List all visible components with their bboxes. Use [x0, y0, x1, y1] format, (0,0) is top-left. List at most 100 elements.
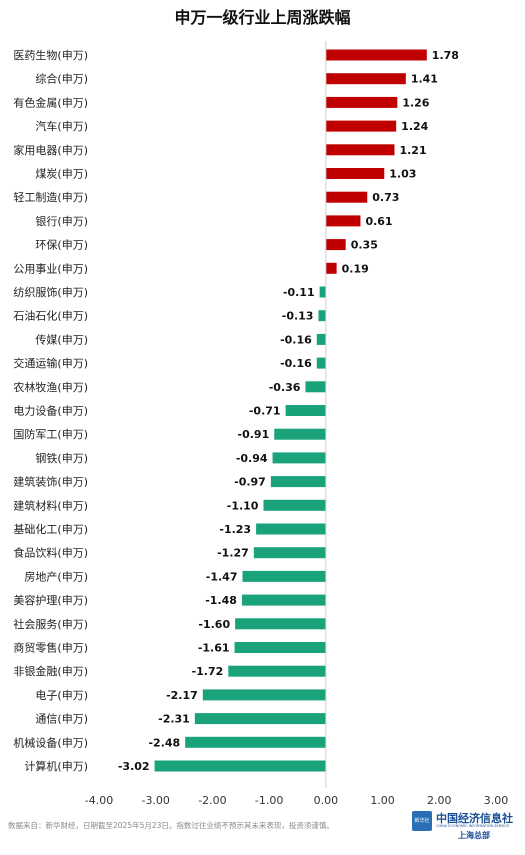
category-label: 公用事业(申万) [13, 262, 88, 275]
bar [305, 381, 326, 393]
value-label: 0.35 [351, 239, 378, 252]
bar [242, 570, 326, 582]
chart-title: 申万一级行业上周涨跌幅 [174, 8, 351, 27]
publisher-logo: 新华社 中国经济信息社 CHINA ECONOMIC INFORMATION S… [412, 808, 524, 842]
value-label: 0.73 [372, 191, 399, 204]
value-label: 1.24 [401, 120, 428, 133]
value-label: 0.19 [342, 262, 369, 275]
value-label: -0.97 [234, 476, 266, 489]
category-label: 计算机(申万) [24, 759, 88, 773]
bar [316, 333, 326, 345]
bar [325, 239, 346, 251]
x-tick-label: 1.00 [370, 794, 395, 807]
bar [274, 428, 326, 440]
value-label: 1.78 [432, 49, 459, 62]
value-label: 1.41 [411, 73, 438, 86]
category-label: 家用电器(申万) [13, 143, 88, 157]
category-label: 环保(申万) [35, 238, 88, 252]
value-label: -1.48 [205, 594, 237, 607]
value-label: -2.17 [166, 689, 198, 702]
bar [270, 476, 326, 488]
value-label: -1.23 [219, 523, 251, 536]
bar [272, 452, 326, 464]
value-label: 1.26 [402, 96, 429, 109]
category-label: 煤炭(申万) [35, 168, 88, 181]
logo-name: 中国经济信息社 [436, 812, 513, 825]
category-label: 建筑材料(申万) [13, 498, 88, 512]
category-label: 食品饮料(申万) [13, 546, 88, 560]
logo-english: CHINA ECONOMIC INFORMATION SERVICE [436, 824, 510, 828]
value-label: -0.91 [238, 428, 270, 441]
category-label: 电子(申万) [35, 689, 88, 702]
logo-sub: 上海总部 [458, 830, 490, 840]
bar [325, 120, 397, 132]
bar [256, 523, 326, 535]
value-label: -1.72 [192, 665, 224, 678]
bar [285, 405, 326, 416]
bar [185, 736, 326, 748]
category-label: 商贸零售(申万) [13, 641, 88, 655]
bar [316, 357, 326, 369]
category-label: 传媒(申万) [35, 333, 88, 346]
category-label: 银行(申万) [35, 214, 88, 228]
bar [241, 594, 326, 606]
bar [325, 191, 368, 203]
bar [325, 49, 427, 61]
x-tick-label: 3.00 [484, 794, 509, 807]
x-tick-label: 2.00 [427, 794, 452, 807]
bar [235, 618, 326, 630]
category-label: 钢铁(申万) [35, 452, 88, 465]
bar [325, 262, 337, 274]
bar [325, 144, 395, 156]
bar [325, 73, 406, 85]
x-tick-label: -1.00 [255, 794, 283, 807]
value-label: -3.02 [118, 760, 150, 773]
bar [319, 286, 326, 298]
category-label: 有色金属(申万) [13, 95, 88, 109]
value-label: 1.21 [399, 144, 426, 157]
bar [325, 215, 361, 227]
x-tick-label: 0.00 [314, 794, 339, 807]
bar [234, 642, 326, 653]
bar [228, 665, 326, 677]
labels-group: 医药生物(申万) 1.78 综合(申万) 1.41 有色金属(申万) 1.26 汽车(申万)… [13, 48, 459, 773]
value-label: -0.36 [269, 381, 301, 394]
bar [325, 96, 398, 108]
bar [202, 689, 326, 701]
category-label: 石油石化(申万) [13, 309, 88, 323]
x-tick-label: -3.00 [141, 794, 169, 807]
bar [194, 713, 326, 725]
category-label: 基础化工(申万) [13, 522, 88, 536]
category-label: 非银金融(申万) [13, 664, 88, 678]
category-label: 建筑装饰(申万) [13, 475, 88, 489]
category-label: 房地产(申万) [24, 569, 88, 583]
value-label: -0.11 [283, 286, 315, 299]
bars-group [154, 49, 427, 772]
bar [318, 310, 326, 322]
value-label: 1.03 [389, 168, 416, 181]
value-label: -1.10 [227, 499, 259, 512]
category-label: 综合(申万) [35, 72, 88, 86]
bar [253, 547, 326, 559]
x-tick-label: -4.00 [85, 794, 113, 807]
category-label: 美容护理(申万) [13, 593, 88, 607]
value-label: -1.60 [198, 618, 230, 631]
category-label: 机械设备(申万) [13, 735, 88, 749]
value-label: -1.47 [206, 570, 238, 583]
xinhua-badge-icon: 新华社 [412, 811, 432, 831]
category-label: 国防军工(申万) [13, 427, 88, 441]
bar [263, 499, 326, 511]
bar [154, 760, 326, 772]
x-tick-label: -2.00 [198, 794, 226, 807]
value-label: -1.61 [198, 642, 230, 655]
source-note: 数据来自：新华财经，日期截至2025年5月23日。指数过往业绩不预示其未来表现，… [8, 821, 334, 830]
value-label: -0.16 [280, 357, 312, 370]
axis-group: -4.00 -3.00 -2.00 -1.00 0.00 1.00 2.00 3.00 [85, 41, 508, 807]
bar [325, 168, 385, 179]
category-label: 社会服务(申万) [13, 617, 88, 631]
value-label: -0.71 [249, 405, 281, 418]
value-label: -2.31 [158, 713, 190, 726]
value-label: -2.48 [148, 736, 180, 749]
category-label: 纺织服饰(申万) [13, 285, 88, 299]
